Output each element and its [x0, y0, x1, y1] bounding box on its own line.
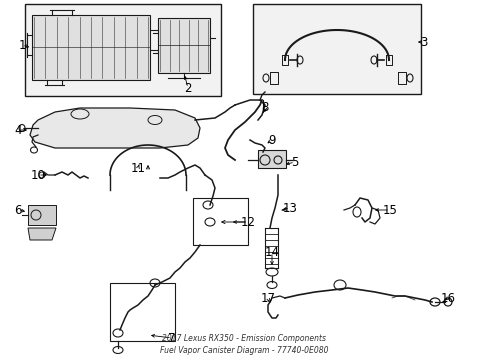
Text: 4: 4	[14, 123, 21, 136]
Text: 5: 5	[291, 156, 298, 168]
Text: 3: 3	[420, 36, 427, 49]
Text: 17: 17	[260, 292, 275, 305]
Text: 13: 13	[282, 202, 297, 215]
Text: 11: 11	[130, 162, 145, 175]
Bar	[110, 283, 175, 341]
Text: 14: 14	[264, 246, 279, 258]
Bar	[258, 150, 285, 168]
Text: 2: 2	[184, 81, 191, 95]
Text: 8: 8	[261, 100, 268, 113]
Text: 2017 Lexus RX350 - Emission Components
Fuel Vapor Canister Diagram - 77740-0E080: 2017 Lexus RX350 - Emission Components F…	[160, 334, 328, 355]
Text: 10: 10	[30, 168, 45, 181]
Bar	[25, 4, 221, 96]
Bar	[193, 198, 247, 245]
Text: 15: 15	[382, 203, 397, 216]
Bar	[32, 15, 150, 80]
Text: 7: 7	[168, 332, 175, 345]
Bar	[158, 18, 209, 73]
Text: 9: 9	[268, 134, 275, 147]
Bar	[28, 205, 56, 225]
Bar	[252, 4, 420, 94]
Text: 6: 6	[14, 203, 21, 216]
Text: 12: 12	[240, 216, 255, 229]
Polygon shape	[28, 228, 56, 240]
Polygon shape	[30, 108, 200, 148]
Text: 1: 1	[18, 39, 26, 51]
Text: 16: 16	[440, 292, 454, 305]
